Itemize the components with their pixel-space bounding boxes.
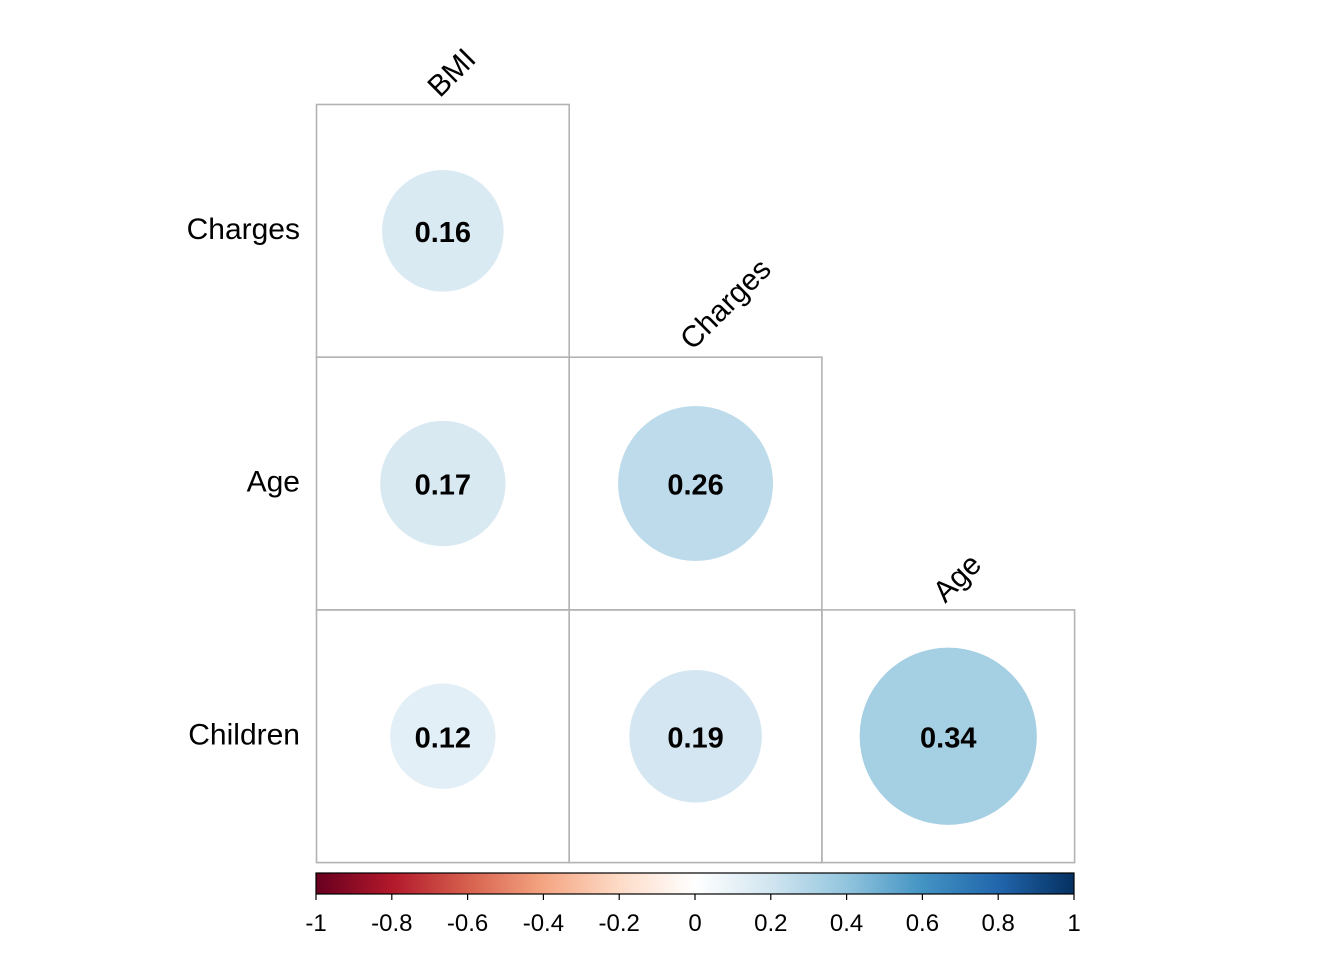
correlation-value-2: 0.26 [667, 470, 723, 502]
correlation-value-0: 0.16 [415, 217, 471, 249]
colorbar-tick-label-9: 0.8 [982, 910, 1015, 937]
row-labels: Charges Age Children [187, 213, 300, 751]
correlation-circle-4 [629, 669, 762, 803]
correlation-circle-1 [380, 420, 506, 547]
correlation-circle-2 [618, 406, 774, 562]
row-label-1: Age [247, 466, 300, 499]
column-label-2: Age [927, 548, 988, 609]
correlation-circles [380, 170, 1037, 825]
colorbar: -1 -0.8 -0.6 -0.4 -0.2 0 0.2 0.4 0.6 0.8 1 [305, 872, 1081, 937]
colorbar-tick-label-1: -0.8 [371, 910, 412, 937]
correlation-value-5: 0.34 [920, 722, 976, 754]
correlation-circle-5 [859, 647, 1037, 825]
correlation-value-1: 0.17 [415, 470, 471, 502]
colorbar-tick-label-8: 0.6 [906, 910, 939, 937]
grid-cell-5 [821, 609, 1076, 864]
column-label-1: Charges [674, 253, 778, 357]
correlation-circle-0 [382, 170, 504, 292]
colorbar-tick-label-6: 0.2 [754, 910, 787, 937]
correlation-value-4: 0.19 [667, 722, 723, 754]
column-label-0: BMI [421, 42, 482, 103]
correlation-value-3: 0.12 [415, 722, 471, 754]
colorbar-gradient [316, 873, 1074, 894]
colorbar-tick-label-2: -0.6 [447, 910, 488, 937]
row-label-2: Children [188, 718, 300, 751]
colorbar-tick-label-3: -0.4 [523, 910, 564, 937]
colorbar-tick-label-0: -1 [305, 910, 326, 937]
colorbar-tick-label-7: 0.4 [830, 910, 863, 937]
matrix-grid [315, 103, 1076, 864]
colorbar-tick-label-5: 0 [688, 910, 701, 937]
correlation-circle-3 [390, 683, 496, 789]
colorbar-tick-label-10: 1 [1067, 910, 1080, 937]
row-label-0: Charges [187, 213, 300, 246]
correlation-values: 0.16 0.17 0.26 0.12 0.19 0.34 [415, 217, 977, 754]
colorbar-tick-label-4: -0.2 [599, 910, 640, 937]
